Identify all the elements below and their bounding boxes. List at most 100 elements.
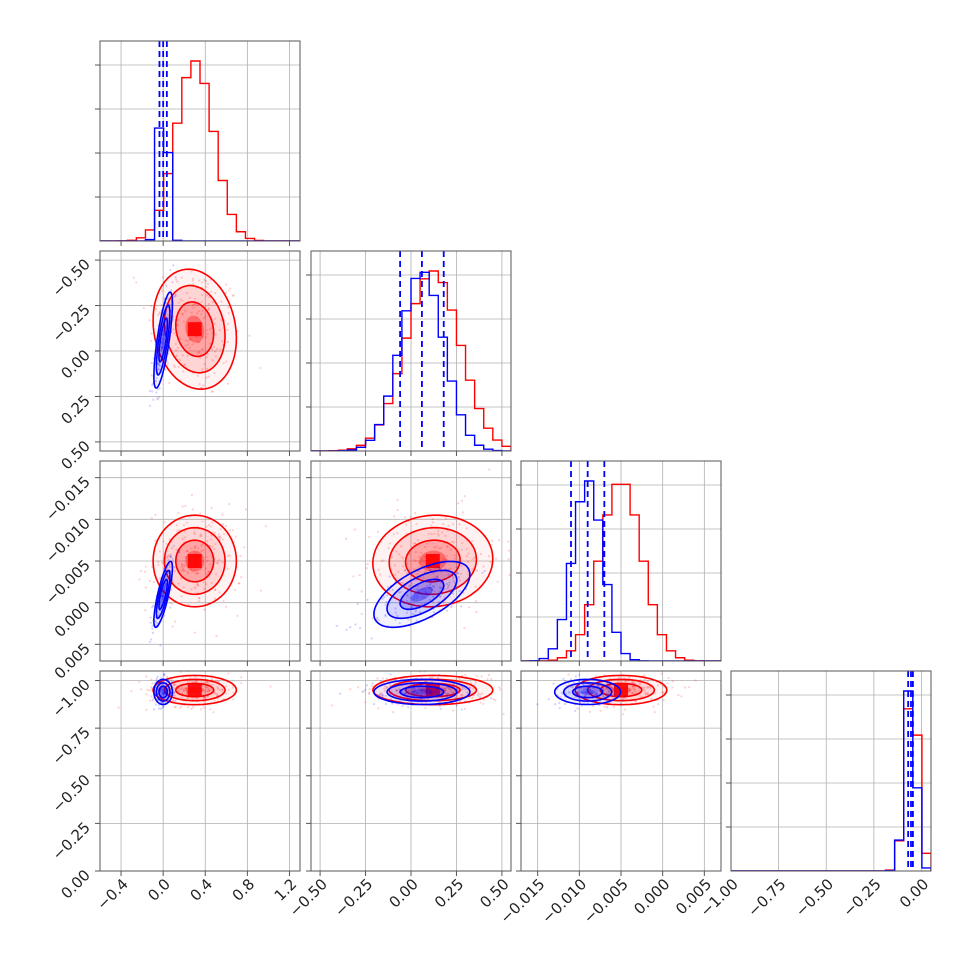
scatter-point bbox=[494, 557, 498, 560]
scatter-point bbox=[398, 688, 401, 691]
scatter-point bbox=[445, 558, 448, 561]
scatter-point bbox=[583, 691, 586, 694]
scatter-point bbox=[184, 504, 187, 508]
scatter-point bbox=[589, 686, 592, 690]
scatter-point bbox=[193, 631, 196, 634]
scatter-point bbox=[248, 334, 251, 337]
scatter-point bbox=[430, 694, 434, 697]
panel-frame bbox=[99, 670, 301, 872]
density-fill bbox=[158, 318, 168, 362]
scatter-point bbox=[191, 279, 195, 282]
contour-line bbox=[371, 514, 494, 608]
scatter-point bbox=[397, 570, 400, 574]
scatter-point bbox=[656, 684, 660, 687]
scatter-point bbox=[181, 505, 184, 508]
scatter-point bbox=[205, 329, 209, 332]
scatter-point bbox=[210, 534, 213, 537]
scatter-point bbox=[585, 688, 588, 691]
scatter-point bbox=[622, 698, 625, 702]
scatter-point bbox=[206, 540, 209, 543]
scatter-point bbox=[215, 634, 218, 637]
scatter-point bbox=[193, 302, 196, 306]
scatter-point bbox=[393, 515, 396, 518]
density-fill bbox=[156, 305, 170, 375]
scatter-point bbox=[159, 577, 162, 580]
scatter-point bbox=[164, 692, 167, 696]
scatter-point bbox=[211, 359, 214, 362]
scatter-point bbox=[183, 536, 186, 539]
scatter-point bbox=[244, 508, 247, 511]
scatter-point bbox=[404, 692, 407, 695]
scatter-point bbox=[438, 586, 442, 589]
scatter-point bbox=[166, 555, 169, 558]
density-fill bbox=[158, 579, 168, 610]
scatter-point bbox=[205, 572, 208, 575]
scatter-point bbox=[404, 516, 407, 519]
scatter-point bbox=[162, 276, 165, 279]
scatter-point bbox=[132, 276, 135, 279]
scatter-point bbox=[205, 286, 208, 289]
scatter-point bbox=[408, 602, 411, 606]
scatter-point bbox=[380, 559, 383, 563]
scatter-point bbox=[232, 294, 235, 298]
scatter-point bbox=[567, 673, 570, 676]
scatter-point bbox=[177, 511, 180, 514]
scatter-point bbox=[420, 688, 423, 692]
scatter-point bbox=[150, 689, 153, 692]
scatter-point bbox=[210, 390, 214, 393]
scatter-point bbox=[196, 572, 200, 575]
scatter-point bbox=[203, 696, 206, 699]
scatter-point bbox=[418, 566, 421, 569]
scatter-point bbox=[172, 264, 175, 267]
scatter-point bbox=[168, 381, 171, 384]
scatter-point bbox=[427, 532, 430, 535]
scatter-point bbox=[475, 675, 478, 678]
scatter-point bbox=[430, 533, 433, 536]
scatter-point bbox=[464, 673, 467, 677]
scatter-point bbox=[362, 690, 365, 693]
scatter-point bbox=[687, 686, 691, 689]
scatter-point bbox=[211, 301, 215, 304]
scatter-point bbox=[609, 686, 612, 689]
scatter-point bbox=[164, 585, 167, 588]
scatter-point bbox=[406, 600, 409, 603]
scatter-point bbox=[483, 569, 486, 573]
scatter-point bbox=[381, 693, 384, 697]
scatter-point bbox=[163, 333, 166, 336]
scatter-point bbox=[448, 581, 451, 584]
contour-line bbox=[399, 685, 445, 699]
scatter-point bbox=[419, 694, 422, 697]
scatter-point bbox=[158, 311, 161, 314]
scatter-point bbox=[194, 545, 197, 548]
scatter-point bbox=[183, 689, 186, 692]
scatter-point bbox=[395, 689, 398, 692]
scatter-point bbox=[178, 551, 181, 554]
scatter-point bbox=[376, 677, 379, 680]
scatter-point bbox=[164, 690, 167, 693]
scatter-point bbox=[199, 533, 202, 536]
scatter-point bbox=[178, 358, 182, 362]
scatter-point bbox=[384, 702, 387, 706]
scatter-point bbox=[391, 702, 394, 705]
scatter-point bbox=[574, 709, 577, 712]
scatter-point bbox=[394, 618, 397, 621]
scatter-point bbox=[196, 583, 200, 586]
scatter-point bbox=[391, 711, 395, 714]
scatter-point bbox=[175, 548, 178, 551]
scatter-point bbox=[203, 278, 206, 282]
scatter-point bbox=[145, 708, 148, 711]
scatter-point bbox=[185, 686, 188, 690]
scatter-point bbox=[577, 690, 580, 693]
y-tick-label: −0.015 bbox=[42, 473, 94, 525]
scatter-point bbox=[208, 689, 211, 692]
scatter-point bbox=[460, 499, 463, 502]
contour-line bbox=[586, 678, 656, 702]
scatter-point bbox=[666, 682, 669, 685]
scatter-point bbox=[185, 521, 188, 524]
scatter-point bbox=[361, 690, 364, 693]
scatter-point bbox=[416, 692, 419, 695]
scatter-point bbox=[221, 523, 225, 526]
scatter-point bbox=[447, 687, 450, 690]
scatter-point bbox=[169, 601, 172, 604]
contour-line bbox=[155, 681, 171, 702]
